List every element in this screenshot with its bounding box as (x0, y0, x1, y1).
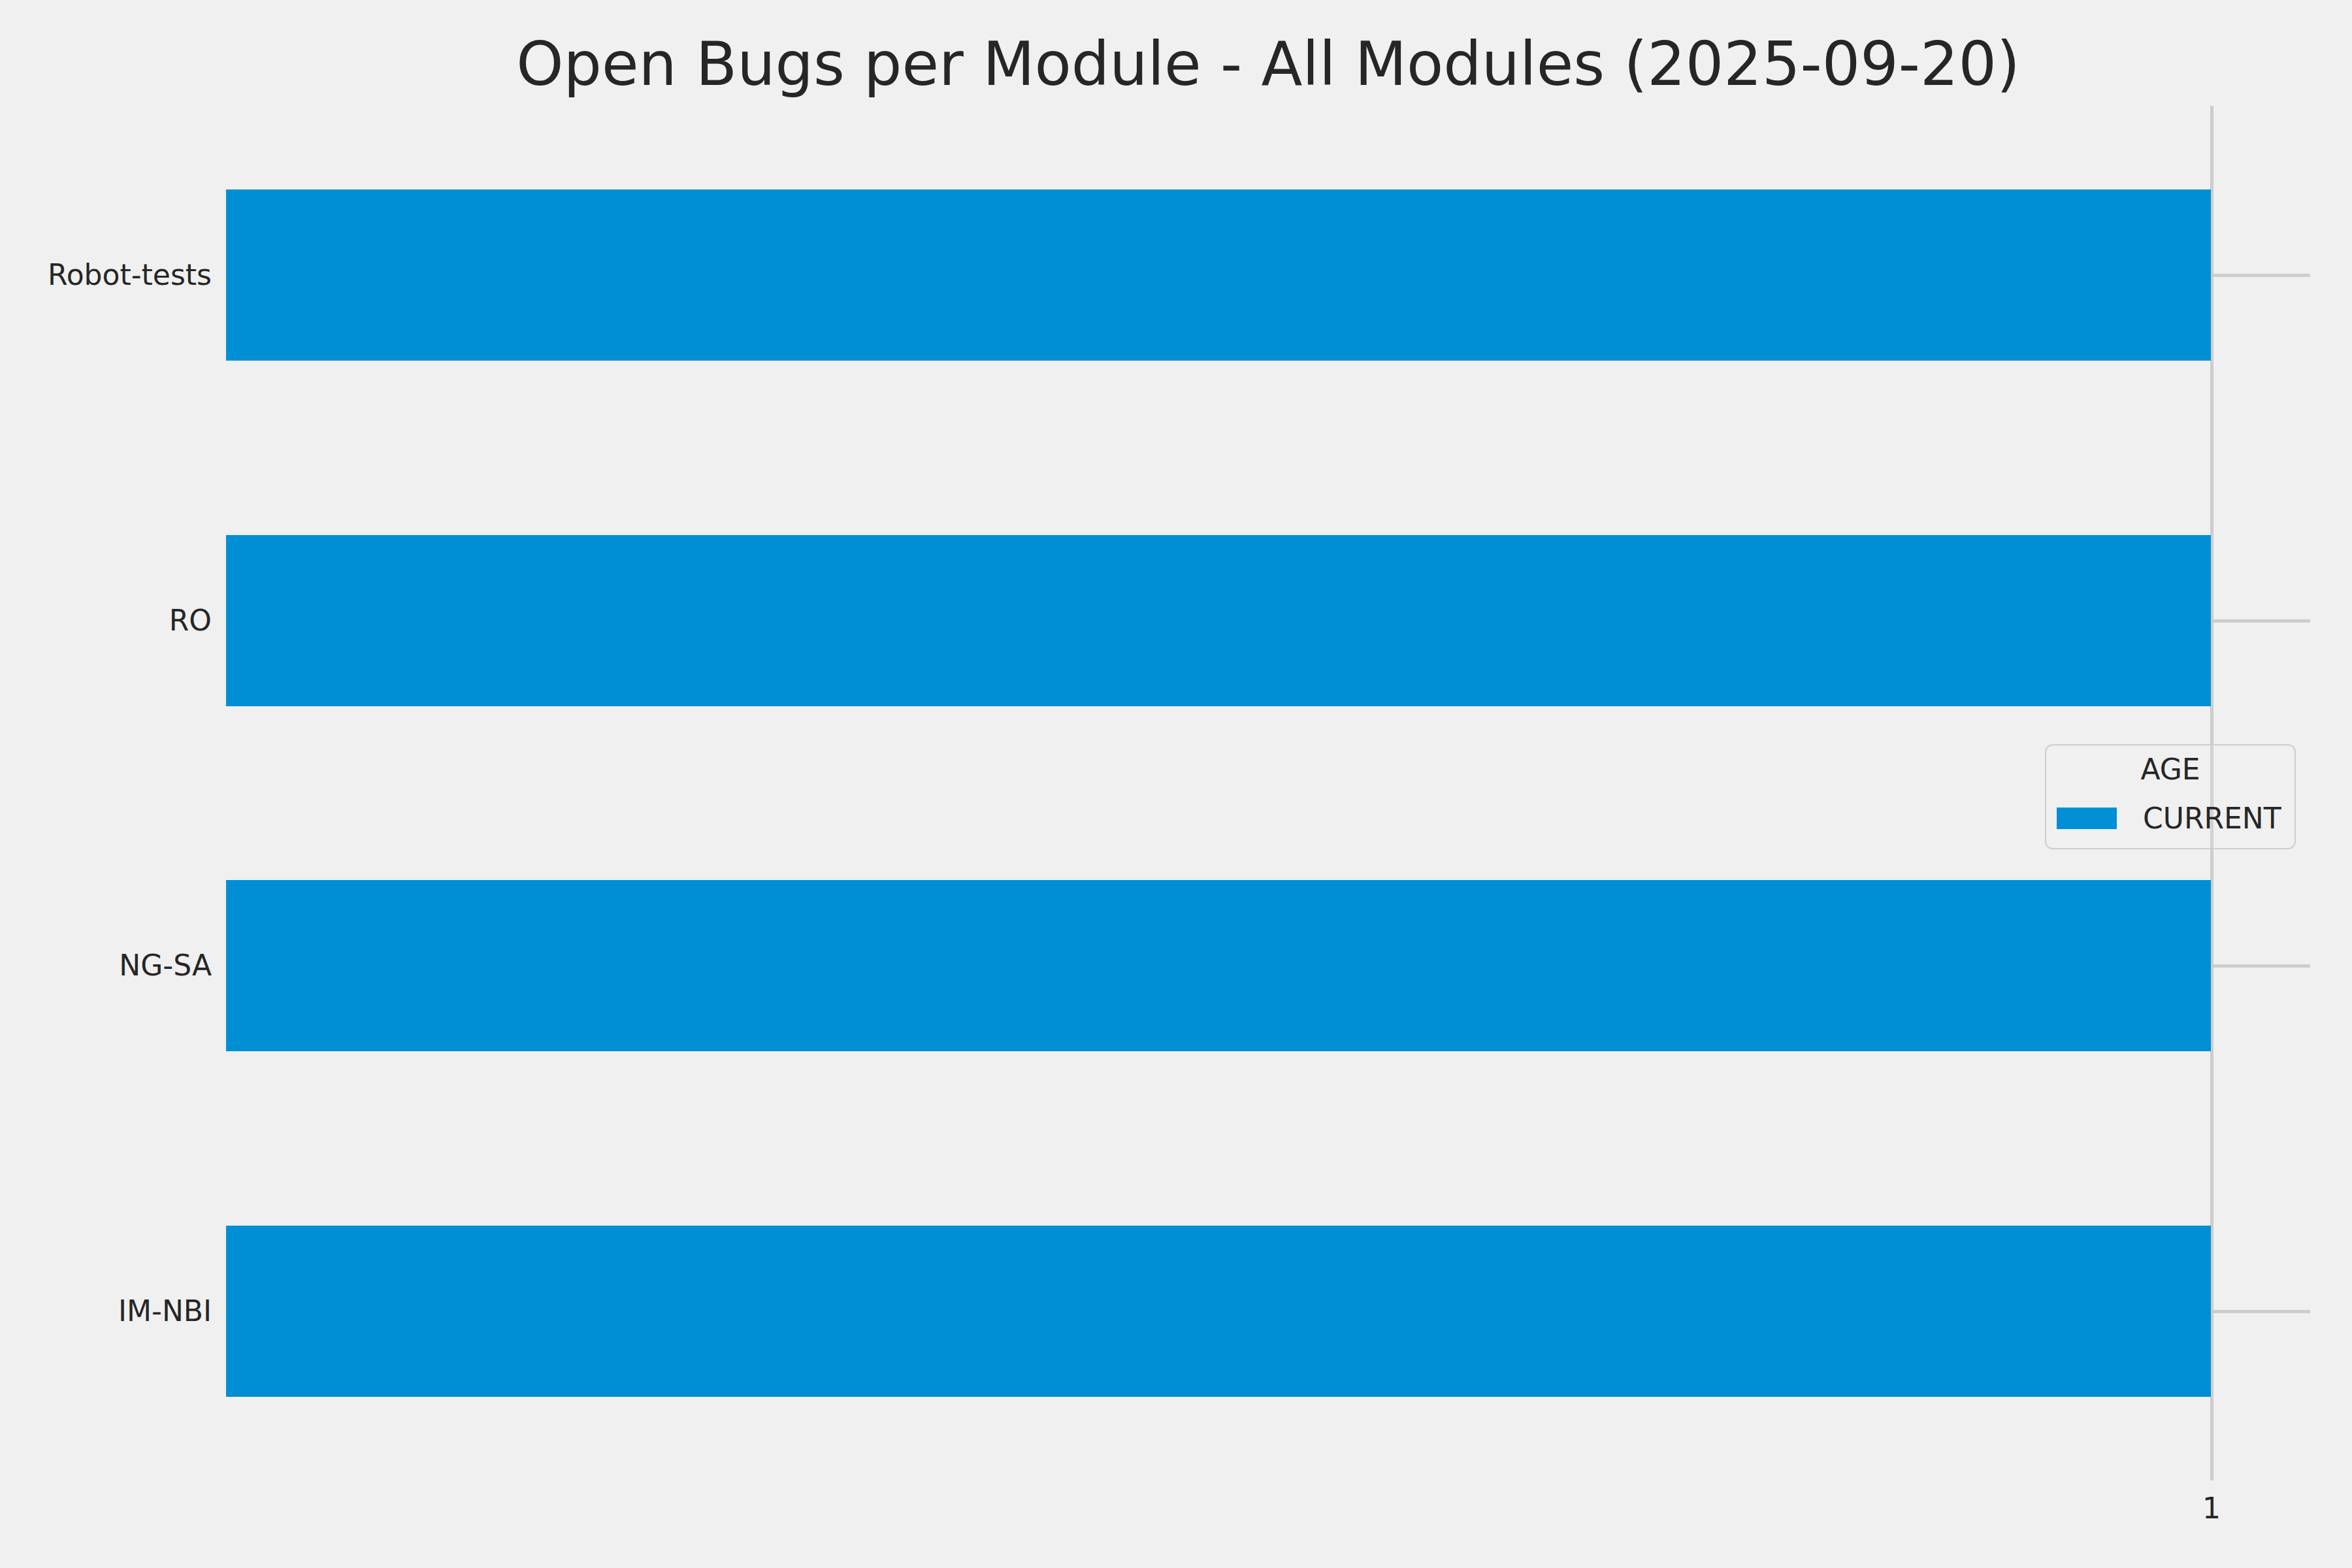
bar-ng-sa (226, 880, 2211, 1051)
legend-entry-label: CURRENT (2143, 801, 2281, 836)
bar-chart-figure: Open Bugs per Module - All Modules (2025… (0, 0, 2352, 1568)
x-tick-label-1: 1 (2159, 1492, 2264, 1526)
y-tick-label-ro: RO (0, 604, 212, 638)
y-tick-label-robot-tests: Robot-tests (0, 258, 212, 292)
y-tick-label-im-nbi: IM-NBI (0, 1294, 212, 1328)
bar-ro (226, 535, 2211, 706)
bar-robot-tests (226, 189, 2211, 361)
legend-title: AGE (2046, 752, 2295, 787)
legend: AGE CURRENT (2045, 744, 2296, 849)
y-tick-label-ng-sa: NG-SA (0, 949, 212, 983)
bar-im-nbi (226, 1226, 2211, 1397)
legend-swatch-icon (2057, 808, 2117, 829)
legend-entry-current: CURRENT (2057, 801, 2295, 836)
plot-area: Robot-tests RO NG-SA IM-NBI 1 (0, 0, 2352, 1568)
